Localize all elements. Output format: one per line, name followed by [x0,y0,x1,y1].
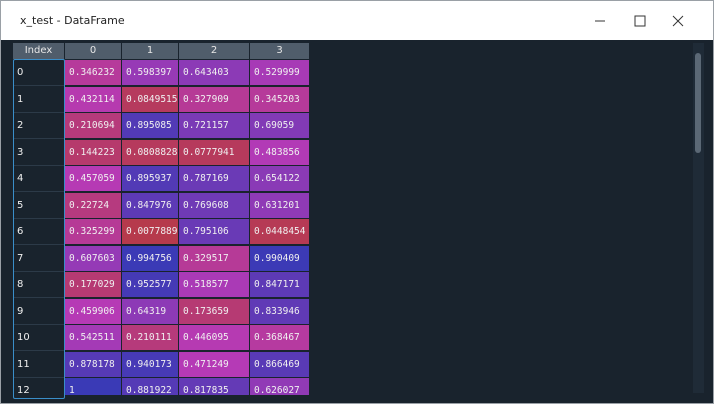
data-cell: 0.878178 [65,351,122,378]
data-cell: 0.721157 [179,113,250,139]
data-cell: 0.446095 [179,325,250,351]
row-index: 12 [13,378,65,395]
row-index: 8 [13,272,65,298]
data-cell: 0.866469 [250,351,310,378]
data-cell: 0.345203 [250,86,310,113]
window-title: x_test - DataFrame [20,14,125,27]
data-cell: 0.210694 [65,113,122,139]
column-header: 2 [179,43,250,59]
data-cell: 0.0808828 [122,139,179,166]
data-cell: 0.69059 [250,113,310,139]
row-index: 1 [13,86,65,113]
data-cell: 0.990409 [250,245,310,272]
data-cell: 0.471249 [179,351,250,378]
data-cell: 0.895085 [122,113,179,139]
data-cell: 0.00778892 [122,219,179,245]
data-cell: 0.847171 [250,272,310,298]
data-cell: 0.483856 [250,139,310,166]
close-button[interactable] [672,15,684,27]
row-index: 3 [13,139,65,166]
data-cell: 0.0777941 [179,139,250,166]
data-cell: 0.459906 [65,298,122,325]
row-index: 6 [13,219,65,245]
data-cell: 1 [65,378,122,395]
data-cell: 0.368467 [250,325,310,351]
window-controls [595,15,684,27]
data-cell: 0.643403 [179,60,250,86]
data-cell: 0.881922 [122,378,179,395]
column-header: 3 [250,43,310,59]
data-cell: 0.457059 [65,166,122,192]
data-cell: 0.542511 [65,325,122,351]
scroll-thumb[interactable] [695,53,701,153]
data-cell: 0.173659 [179,298,250,325]
data-cell: 0.940173 [122,351,179,378]
row-index: 0 [13,60,65,86]
column-header: 0 [65,43,122,59]
row-index: 9 [13,298,65,325]
data-cell: 0.210111 [122,325,179,351]
index-selection [13,59,65,399]
data-cell: 0.833946 [250,298,310,325]
data-cell: 0.327909 [179,86,250,113]
data-cell: 0.952577 [122,272,179,298]
data-cell: 0.787169 [179,166,250,192]
data-cell: 0.654122 [250,166,310,192]
data-cell: 0.0448454 [250,219,310,245]
data-cell: 0.22724 [65,192,122,219]
data-cell: 0.0849515 [122,86,179,113]
row-index: 11 [13,351,65,378]
data-cell: 0.847976 [122,192,179,219]
row-index: 7 [13,245,65,272]
data-cell: 0.817835 [179,378,250,395]
data-cell: 0.346232 [65,60,122,86]
data-cell: 0.529999 [250,60,310,86]
data-cell: 0.626027 [250,378,310,395]
row-index: 10 [13,325,65,351]
data-cell: 0.631201 [250,192,310,219]
row-index: 2 [13,113,65,139]
data-cell: 0.994756 [122,245,179,272]
data-cell: 0.432114 [65,86,122,113]
data-cell: 0.895937 [122,166,179,192]
column-header: Index [13,43,65,59]
maximize-button[interactable] [634,15,646,27]
data-cell: 0.64319 [122,298,179,325]
data-cell: 0.598397 [122,60,179,86]
data-cell: 0.518577 [179,272,250,298]
data-cell: 0.329517 [179,245,250,272]
data-cell: 0.325299 [65,219,122,245]
data-cell: 0.769608 [179,192,250,219]
data-cell: 0.177029 [65,272,122,298]
column-header: 1 [122,43,179,59]
scrollbar[interactable] [693,43,704,393]
data-cell: 0.144223 [65,139,122,166]
data-cell: 0.795106 [179,219,250,245]
title-bar: x_test - DataFrame [1,1,713,40]
data-cell: 0.607603 [65,245,122,272]
row-index: 4 [13,166,65,192]
row-index: 5 [13,192,65,219]
data-grid: Index 0 1 2 3 0 0.346232 0.598397 0.643403 0.5299… [13,43,691,395]
